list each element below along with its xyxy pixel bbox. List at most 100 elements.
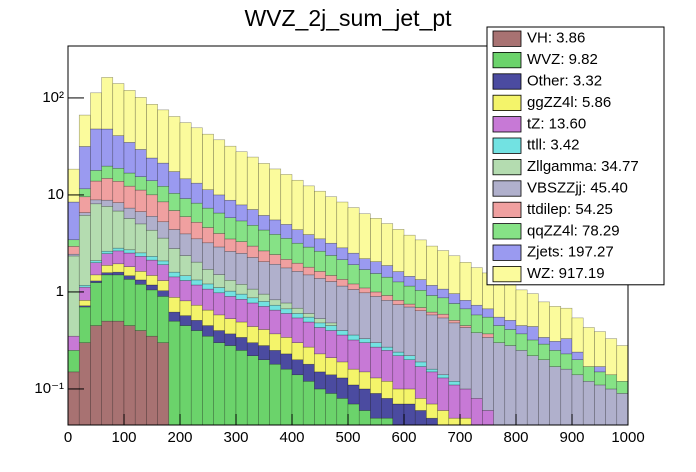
bar-segment (437, 377, 450, 411)
bar-segment (90, 325, 102, 426)
bar-segment (482, 308, 494, 318)
bar-segment (314, 353, 326, 373)
bar-segment (112, 202, 125, 212)
bar-segment (134, 176, 147, 191)
bar-segment (291, 271, 304, 309)
bar-segment (213, 292, 226, 316)
bar-segment (291, 262, 304, 272)
legend-label: ttll: 3.42 (527, 137, 580, 154)
bar-segment (101, 272, 114, 276)
bar-segment (112, 168, 125, 182)
bar-segment (123, 325, 136, 426)
bar-segment (258, 345, 270, 360)
bar-segment (336, 330, 349, 336)
bar-segment (224, 199, 237, 218)
bar-segment (291, 317, 304, 343)
bar-segment (112, 250, 125, 265)
legend-swatch (492, 116, 522, 133)
bar-segment (459, 325, 472, 328)
bar-segment (202, 242, 214, 270)
bar-segment (112, 320, 125, 426)
bar-segment (538, 301, 550, 338)
bar-segment (347, 334, 360, 341)
bar-segment (302, 274, 315, 314)
bar-segment (403, 234, 416, 277)
legend-box (486, 26, 665, 286)
bar-segment (168, 171, 181, 194)
bar-segment (358, 258, 371, 270)
bar-segment (146, 259, 158, 276)
bar-segment (224, 238, 237, 252)
bar-segment (280, 353, 293, 370)
x-tick-label: 0 (64, 429, 72, 446)
bar-segment (213, 330, 226, 343)
bar-segment (258, 163, 270, 216)
bar-segment (258, 301, 270, 307)
bar-segment (370, 291, 382, 297)
bar-segment (202, 283, 214, 290)
bar-segment (515, 325, 528, 335)
bar-segment (448, 320, 461, 324)
bar-segment (246, 288, 259, 299)
bar-segment (426, 417, 438, 426)
bar-segment (426, 295, 438, 313)
bar-segment (202, 189, 214, 209)
bar-segment (123, 172, 136, 187)
bar-segment (269, 350, 282, 365)
bar-segment (347, 384, 360, 405)
bar-segment (470, 332, 483, 399)
bar-segment (493, 325, 506, 343)
bar-segment (459, 327, 472, 390)
bar-segment (78, 286, 91, 301)
bar-segment (325, 255, 338, 276)
bar-segment (179, 122, 192, 180)
bar-segment (325, 357, 338, 376)
bar-segment (67, 246, 80, 255)
bar-segment (123, 249, 136, 254)
bar-segment (504, 283, 517, 321)
bar-segment (90, 180, 102, 201)
bar-segment (437, 410, 450, 426)
bar-segment (258, 293, 270, 302)
bar-segment (594, 331, 606, 367)
bar-segment (258, 306, 270, 330)
bar-segment (78, 114, 91, 147)
bar-segment (325, 242, 338, 256)
bar-segment (190, 202, 203, 223)
bar-segment (90, 203, 102, 261)
bar-segment (616, 393, 629, 426)
bar-segment (358, 292, 371, 339)
bar-segment (325, 322, 338, 326)
bar-segment (190, 127, 203, 184)
bar-segment (347, 289, 360, 336)
bar-segment (179, 255, 192, 276)
bar-segment (291, 342, 304, 360)
bar-segment (90, 282, 102, 326)
bar-segment (269, 168, 282, 221)
bar-segment (134, 271, 147, 281)
bar-segment (314, 371, 326, 390)
legend-swatch (492, 180, 522, 197)
bar-segment (101, 199, 114, 207)
bar-segment (78, 146, 91, 190)
bar-segment (224, 251, 237, 281)
bar-segment (202, 133, 214, 190)
bar-segment (414, 398, 427, 411)
bar-segment (134, 223, 147, 254)
bar-segment (448, 384, 461, 419)
bar-segment (202, 335, 214, 426)
bar-segment (325, 374, 338, 394)
bar-segment (179, 178, 192, 199)
bar-segment (325, 275, 338, 282)
bar-segment (213, 314, 226, 331)
bar-segment (347, 339, 360, 370)
bar-segment (224, 296, 237, 319)
bar-segment (235, 337, 248, 351)
bar-segment (560, 353, 573, 370)
bar-segment (448, 417, 461, 426)
bar-segment (101, 165, 114, 179)
legend-label: qqZZ4l: 78.29 (527, 222, 620, 239)
bar-segment (123, 142, 136, 174)
bar-segment (381, 350, 394, 382)
bar-segment (246, 209, 259, 226)
